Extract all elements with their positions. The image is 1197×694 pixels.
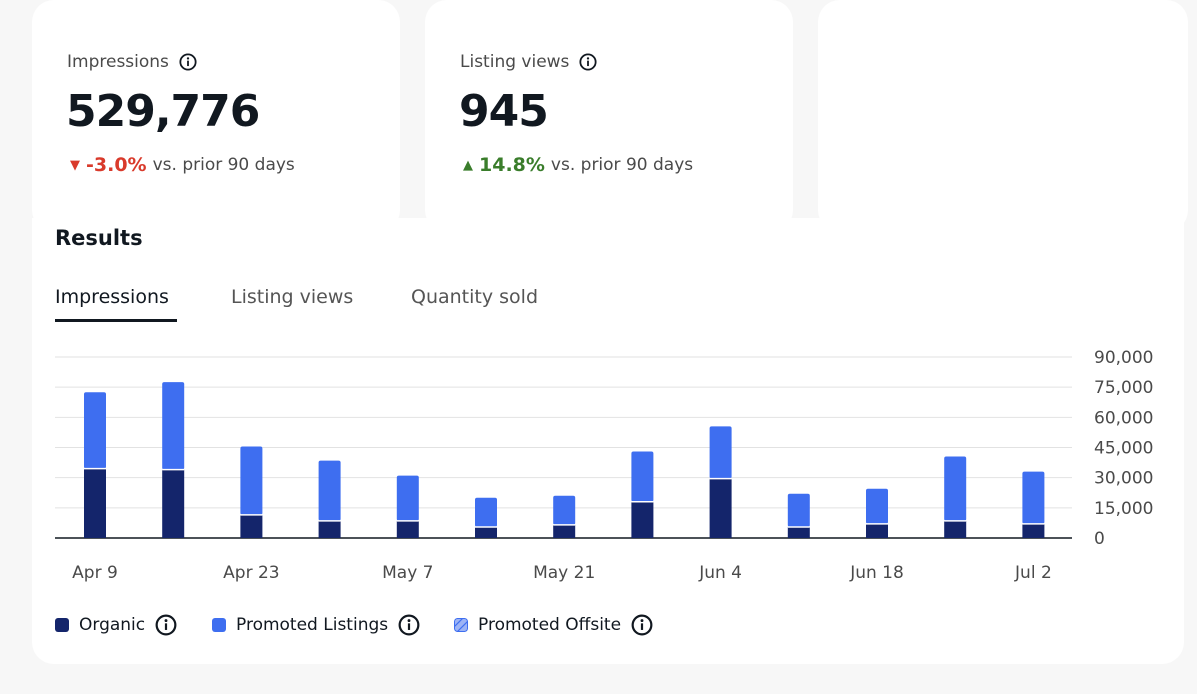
bar-organic — [396, 520, 419, 538]
bar-promoted-listings — [1022, 471, 1045, 524]
y-tick-label: 60,000 — [1094, 408, 1153, 428]
promoted-listings-swatch — [212, 618, 226, 632]
tab-quantity-sold[interactable]: Quantity sold — [411, 286, 539, 308]
legend-promoted-offsite-label: Promoted Offsite — [478, 615, 622, 635]
x-tick-label: Apr 9 — [72, 563, 118, 583]
y-tick-label: 30,000 — [1094, 469, 1153, 489]
active-tab-indicator — [55, 319, 177, 322]
bar-promoted-listings — [84, 392, 106, 469]
promoted-offsite-swatch — [454, 618, 468, 632]
y-tick-label: 75,000 — [1094, 378, 1153, 398]
tab-listing-views[interactable]: Listing views — [231, 286, 354, 308]
x-tick-label: Jun 18 — [849, 563, 904, 583]
bar-promoted-listings — [866, 488, 888, 524]
impressions-delta-suffix: vs. prior 90 days — [152, 155, 295, 175]
legend-promoted-listings: Promoted Listings — [212, 614, 420, 636]
down-arrow-icon: ▼ — [70, 157, 80, 173]
y-tick-label: 0 — [1094, 529, 1105, 549]
impressions-card: Impressions 529,776 ▼ -3.0% vs. prior 90… — [32, 0, 400, 232]
y-tick-label: 90,000 — [1094, 348, 1153, 368]
impressions-delta: ▼ -3.0% vs. prior 90 days — [70, 154, 295, 176]
listing-views-label: Listing views — [460, 52, 570, 72]
listing-views-delta: ▲ 14.8% vs. prior 90 days — [463, 154, 693, 176]
up-arrow-icon: ▲ — [463, 157, 473, 173]
listing-views-value: 945 — [459, 86, 549, 137]
bar-organic — [1022, 523, 1045, 538]
impressions-label: Impressions — [67, 52, 169, 72]
bar-promoted-listings — [944, 456, 967, 521]
info-icon[interactable] — [398, 614, 420, 636]
impressions-chart: 90,000 75,000 60,000 45,000 30,000 15,000 0 Apr… — [55, 348, 1153, 583]
bar-organic — [162, 469, 185, 538]
listing-views-label-row: Listing views — [460, 52, 597, 72]
bar-promoted-listings — [553, 495, 576, 525]
bar-organic — [240, 514, 263, 538]
bar-organic — [318, 520, 341, 538]
bar-promoted-listings — [631, 451, 654, 502]
info-icon[interactable] — [155, 614, 177, 636]
x-tick-label: Jul 2 — [1014, 563, 1052, 583]
x-tick-label: May 7 — [382, 563, 433, 583]
bar-promoted-listings — [709, 426, 732, 479]
legend-promoted-offsite: Promoted Offsite — [454, 614, 653, 636]
x-tick-label: Apr 23 — [223, 563, 279, 583]
listing-views-delta-value: 14.8% — [479, 154, 545, 176]
bar-organic — [866, 523, 888, 538]
bar-organic — [787, 526, 810, 538]
bar-organic — [84, 468, 106, 538]
bar-organic — [944, 520, 967, 538]
bar-organic — [475, 526, 497, 538]
info-icon[interactable] — [179, 53, 197, 71]
y-tick-label: 15,000 — [1094, 499, 1153, 519]
legend-organic: Organic — [55, 614, 177, 636]
info-icon[interactable] — [631, 614, 653, 636]
impressions-delta-value: -3.0% — [86, 154, 147, 176]
tab-impressions[interactable]: Impressions — [55, 286, 169, 308]
bar-organic — [631, 501, 654, 538]
x-tick-label: May 21 — [533, 563, 595, 583]
bar-promoted-listings — [475, 497, 497, 527]
y-tick-label: 45,000 — [1094, 439, 1153, 459]
legend-organic-label: Organic — [79, 615, 146, 635]
impressions-value: 529,776 — [66, 86, 260, 137]
bar-promoted-listings — [318, 460, 341, 521]
bar-promoted-listings — [240, 446, 263, 515]
bar-promoted-listings — [787, 493, 810, 527]
empty-card — [818, 0, 1188, 232]
info-icon[interactable] — [579, 53, 597, 71]
legend-promoted-listings-label: Promoted Listings — [236, 615, 389, 635]
x-tick-label: Jun 4 — [698, 563, 742, 583]
results-title: Results — [55, 226, 143, 250]
impressions-label-row: Impressions — [67, 52, 197, 72]
bar-promoted-listings — [396, 475, 419, 521]
listing-views-card: Listing views 945 ▲ 14.8% vs. prior 90 d… — [425, 0, 793, 232]
results-panel: Results Impressions Listing views Quanti… — [32, 218, 1184, 664]
bar-promoted-listings — [162, 382, 185, 470]
organic-swatch — [55, 618, 69, 632]
bar-organic — [709, 478, 732, 538]
bar-organic — [553, 524, 576, 538]
listing-views-delta-suffix: vs. prior 90 days — [550, 155, 694, 175]
